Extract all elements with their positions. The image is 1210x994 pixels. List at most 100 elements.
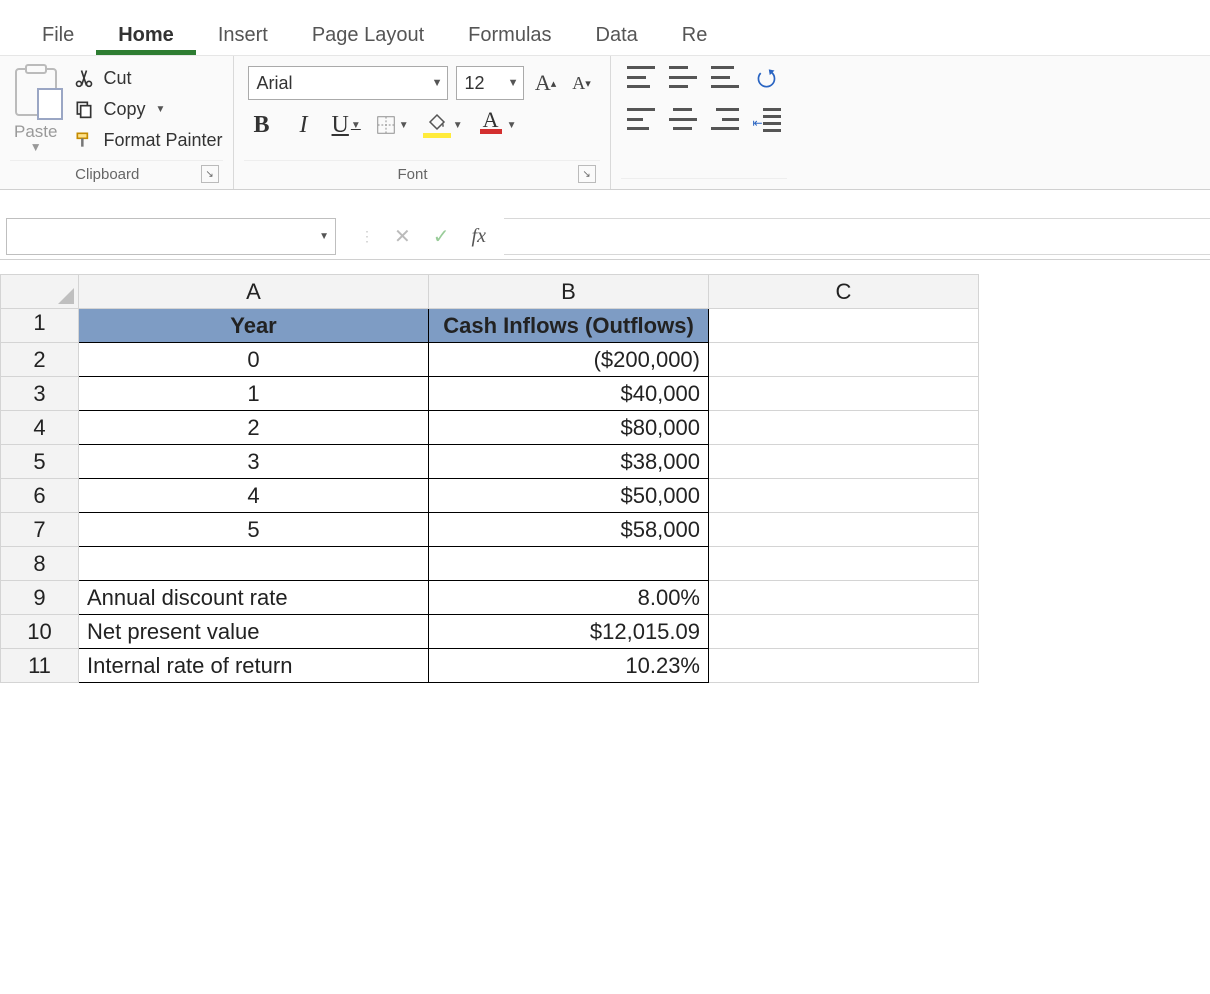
tab-formulas[interactable]: Formulas (446, 14, 573, 55)
cell-B6[interactable]: $50,000 (429, 479, 709, 513)
table-row: 10Net present value$12,015.09 (1, 615, 979, 649)
tab-page-layout[interactable]: Page Layout (290, 14, 446, 55)
cell-C3[interactable] (709, 377, 979, 411)
cell-B10[interactable]: $12,015.09 (429, 615, 709, 649)
grow-font-button[interactable]: A▴ (532, 68, 560, 98)
cell-C10[interactable] (709, 615, 979, 649)
row-header[interactable]: 5 (1, 445, 79, 479)
column-header[interactable]: B (429, 275, 709, 309)
ribbon-tabs: File Home Insert Page Layout Formulas Da… (0, 0, 1210, 56)
table-row: 53$38,000 (1, 445, 979, 479)
format-painter-button[interactable]: Format Painter (73, 130, 222, 151)
cell-A6[interactable]: 4 (79, 479, 429, 513)
fill-color-button[interactable]: ▼ (423, 110, 463, 140)
cell-B9[interactable]: 8.00% (429, 581, 709, 615)
font-size-combo[interactable]: 12 ▼ (456, 66, 524, 100)
bold-button[interactable]: B (248, 110, 276, 140)
row-header[interactable]: 2 (1, 343, 79, 377)
cell-C2[interactable] (709, 343, 979, 377)
cut-icon (73, 68, 95, 88)
tab-insert[interactable]: Insert (196, 14, 290, 55)
chevron-down-icon: ▼ (432, 77, 443, 89)
row-header[interactable]: 11 (1, 649, 79, 683)
tab-file[interactable]: File (20, 14, 96, 55)
formula-input[interactable] (504, 218, 1210, 255)
cell-B4[interactable]: $80,000 (429, 411, 709, 445)
cell-A10[interactable]: Net present value (79, 615, 429, 649)
row-header[interactable]: 8 (1, 547, 79, 581)
tab-review[interactable]: Re (660, 14, 730, 55)
row-header[interactable]: 7 (1, 513, 79, 547)
cell-C11[interactable] (709, 649, 979, 683)
cell-B7[interactable]: $58,000 (429, 513, 709, 547)
chevron-down-icon: ▼ (319, 231, 329, 242)
align-right-button[interactable] (711, 108, 739, 130)
cell-A4[interactable]: 2 (79, 411, 429, 445)
cell-A2[interactable]: 0 (79, 343, 429, 377)
row-header[interactable]: 10 (1, 615, 79, 649)
row-header[interactable]: 1 (1, 309, 79, 343)
name-box[interactable]: ▼ (6, 218, 336, 255)
table-row: 1 Year Cash Inflows (Outflows) (1, 309, 979, 343)
paste-button[interactable]: Paste ▼ (10, 64, 65, 154)
row-header[interactable]: 6 (1, 479, 79, 513)
orientation-button[interactable]: ⭯ (753, 66, 781, 96)
cell-C1[interactable] (709, 309, 979, 343)
cell-B2[interactable]: ($200,000) (429, 343, 709, 377)
cell-A7[interactable]: 5 (79, 513, 429, 547)
tab-home[interactable]: Home (96, 14, 196, 55)
row-header[interactable]: 4 (1, 411, 79, 445)
format-painter-icon (73, 130, 95, 150)
paste-dropdown-icon[interactable]: ▼ (30, 140, 42, 154)
ribbon-group-font: Arial ▼ 12 ▼ A▴ A▾ B I U▼ ▼ (234, 56, 611, 189)
cell-A9[interactable]: Annual discount rate (79, 581, 429, 615)
cut-button[interactable]: Cut (73, 68, 222, 89)
column-header[interactable]: C (709, 275, 979, 309)
cell-B11[interactable]: 10.23% (429, 649, 709, 683)
cell-C7[interactable] (709, 513, 979, 547)
cell-C6[interactable] (709, 479, 979, 513)
table-row: 31$40,000 (1, 377, 979, 411)
cell-C9[interactable] (709, 581, 979, 615)
cell-B5[interactable]: $38,000 (429, 445, 709, 479)
clipboard-dialog-launcher[interactable]: ↘ (201, 165, 219, 183)
cell-B3[interactable]: $40,000 (429, 377, 709, 411)
italic-button[interactable]: I (290, 110, 318, 140)
align-left-button[interactable] (627, 108, 655, 130)
align-bottom-button[interactable] (711, 66, 739, 88)
align-middle-button[interactable] (669, 66, 697, 88)
borders-button[interactable]: ▼ (375, 110, 409, 140)
cell-A11[interactable]: Internal rate of return (79, 649, 429, 683)
decrease-indent-button[interactable]: ⇤ (753, 108, 781, 132)
accept-formula-button[interactable]: ✓ (433, 224, 450, 249)
cell-A3[interactable]: 1 (79, 377, 429, 411)
cell-A5[interactable]: 3 (79, 445, 429, 479)
cell-A1[interactable]: Year (79, 309, 429, 343)
table-row: 9Annual discount rate8.00% (1, 581, 979, 615)
align-center-button[interactable] (669, 108, 697, 130)
row-header[interactable]: 3 (1, 377, 79, 411)
copy-button[interactable]: Copy ▼ (73, 99, 222, 120)
table-row: 8 (1, 547, 979, 581)
font-name-combo[interactable]: Arial ▼ (248, 66, 448, 100)
font-color-button[interactable]: A ▼ (477, 110, 517, 140)
column-header[interactable]: A (79, 275, 429, 309)
select-all-corner[interactable] (1, 275, 79, 309)
ribbon-group-clipboard: Paste ▼ Cut Copy ▼ (0, 56, 234, 189)
spreadsheet: A B C 1 Year Cash Inflows (Outflows) 20(… (0, 274, 1210, 683)
cell-C5[interactable] (709, 445, 979, 479)
cancel-formula-button[interactable]: ✕ (394, 224, 411, 249)
insert-function-button[interactable]: fx (472, 225, 486, 248)
cell-B8[interactable] (429, 547, 709, 581)
cell-A8[interactable] (79, 547, 429, 581)
font-dialog-launcher[interactable]: ↘ (578, 165, 596, 183)
underline-button[interactable]: U▼ (332, 110, 361, 140)
align-top-button[interactable] (627, 66, 655, 88)
cell-B1[interactable]: Cash Inflows (Outflows) (429, 309, 709, 343)
tab-data[interactable]: Data (574, 14, 660, 55)
cell-C8[interactable] (709, 547, 979, 581)
copy-dropdown-icon[interactable]: ▼ (156, 104, 166, 115)
row-header[interactable]: 9 (1, 581, 79, 615)
shrink-font-button[interactable]: A▾ (568, 68, 596, 98)
cell-C4[interactable] (709, 411, 979, 445)
